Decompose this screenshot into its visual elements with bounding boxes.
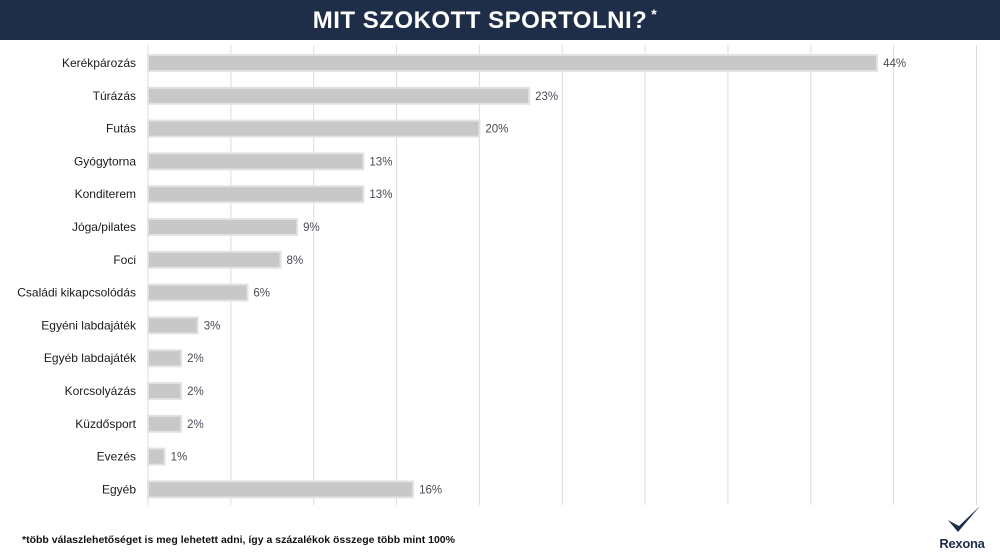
value-label: 44%: [883, 58, 906, 70]
value-label: 8%: [287, 255, 304, 267]
chart-title: MIT SZOKOTT SPORTOLNI? *: [313, 6, 658, 35]
chart-title-text: MIT SZOKOTT SPORTOLNI?: [312, 6, 648, 34]
bar: [147, 152, 365, 171]
checkmark-icon: [948, 506, 980, 532]
category-label: Gyógytorna: [74, 154, 136, 168]
category-label: Foci: [113, 253, 136, 267]
bar: [147, 283, 249, 302]
category-label: Egyéb: [102, 482, 136, 496]
value-label: 23%: [535, 91, 558, 103]
value-label: 3%: [204, 320, 221, 332]
value-label: 6%: [253, 288, 270, 300]
chart-title-asterisk: *: [651, 5, 658, 22]
value-label: 1%: [171, 452, 188, 464]
bar: [147, 218, 299, 236]
footnote: *több válaszlehetőséget is meg lehetett …: [22, 534, 455, 546]
category-label: Evezés: [97, 450, 136, 464]
category-label: Futás: [106, 122, 136, 136]
bar: [147, 447, 166, 466]
category-labels: Kerékpározás Túrázás Futás Gyógytorna Kondit…: [17, 56, 137, 496]
chart-grid: [147, 45, 977, 505]
logo-text: Rexona: [939, 536, 985, 551]
category-label: Kerékpározás: [62, 56, 136, 70]
value-label: 13%: [369, 189, 392, 201]
value-label: 13%: [369, 156, 392, 168]
value-label: 2%: [187, 419, 204, 431]
category-label: Egyéni labdajáték: [41, 318, 137, 332]
value-label: 2%: [187, 353, 204, 365]
value-label: 16%: [419, 484, 442, 496]
bar: [147, 54, 879, 72]
value-label: 20%: [485, 124, 508, 136]
bar: [147, 185, 365, 204]
category-label: Konditerem: [75, 187, 136, 201]
value-labels: 44% 23% 20% 13% 13% 9% 8% 6% 3% 2% 2% 2% 1% 16%: [171, 58, 907, 496]
bar: [147, 119, 481, 138]
chart-header: MIT SZOKOTT SPORTOLNI? *: [0, 0, 1000, 40]
chart-bars: [147, 54, 879, 499]
category-label: Küzdősport: [75, 417, 136, 431]
bar: [147, 480, 415, 499]
category-label: Túrázás: [93, 89, 136, 103]
bar-chart: Kerékpározás Túrázás Futás Gyógytorna Kondit…: [17, 45, 977, 505]
bar: [147, 316, 199, 335]
value-label: 9%: [303, 222, 320, 234]
category-label: Korcsolyázás: [65, 384, 136, 398]
rexona-logo: Rexona: [932, 502, 992, 554]
category-label: Jóga/pilates: [72, 220, 136, 234]
value-label: 2%: [187, 386, 204, 398]
category-label: Családi kikapcsolódás: [17, 286, 136, 300]
bar: [147, 414, 183, 433]
bar: [147, 250, 282, 269]
category-label: Egyéb labdajáték: [44, 351, 137, 365]
bar: [147, 349, 183, 368]
bar: [147, 86, 531, 105]
bar: [147, 382, 183, 400]
